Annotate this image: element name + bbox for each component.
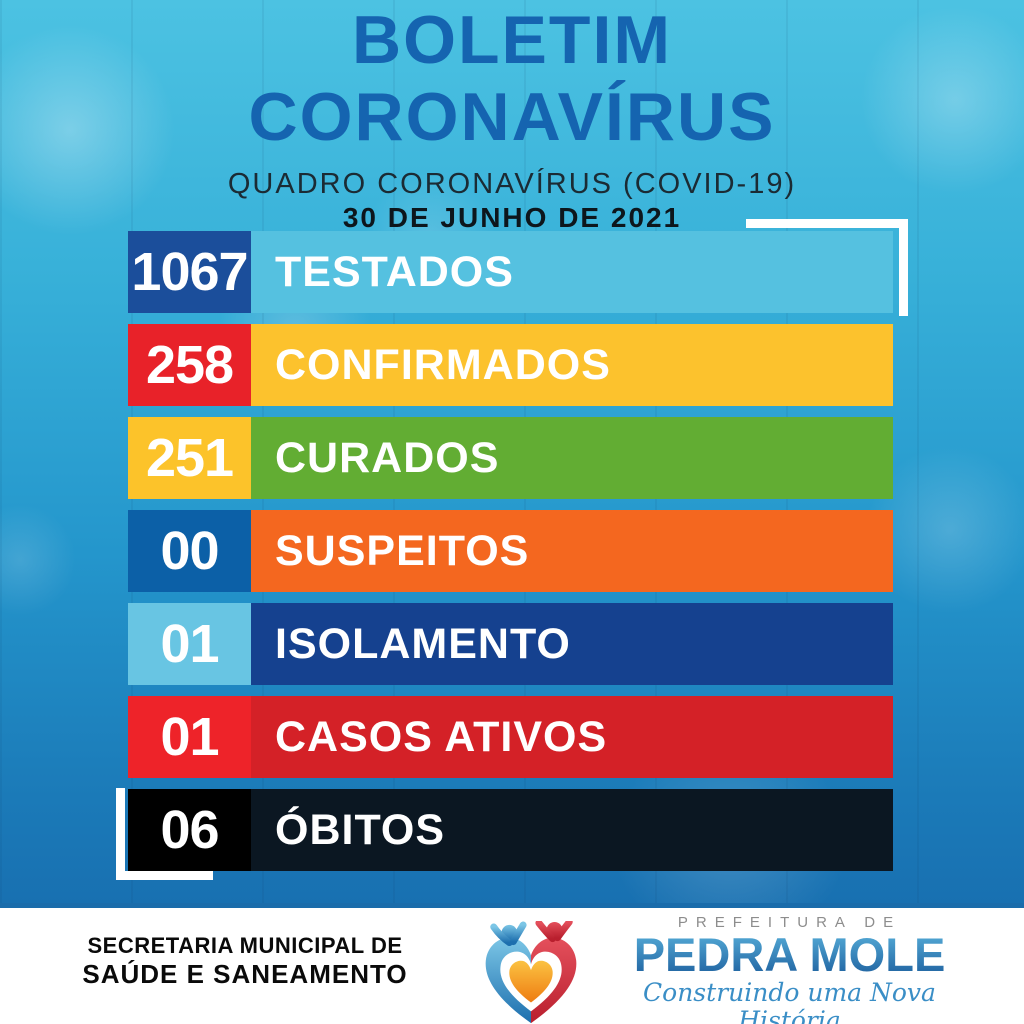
stat-row-suspeitos: 00 SUSPEITOS — [128, 510, 893, 592]
stat-bar-label: ISOLAMENTO — [251, 603, 893, 685]
stat-bar-label: SUSPEITOS — [251, 510, 893, 592]
logo-tagline: Construindo uma Nova História — [643, 978, 936, 1024]
title-line-2: CORONAVÍRUS — [248, 79, 776, 155]
stat-row-isolamento: 01 ISOLAMENTO — [128, 603, 893, 685]
footer: SECRETARIA MUNICIPAL DE SAÚDE E SANEAMEN… — [0, 903, 1024, 1024]
stat-row-curados: 251 CURADOS — [128, 417, 893, 499]
stat-bar-label: CURADOS — [251, 417, 893, 499]
subtitle: QUADRO CORONAVÍRUS (COVID-19) — [227, 168, 797, 200]
stat-value-chip: 1067 — [128, 231, 251, 313]
secretariat-line-2: SAÚDE E SANEAMENTO — [82, 959, 408, 989]
secretariat-line-1: SECRETARIA MUNICIPAL DE — [87, 933, 403, 958]
stat-value-chip: 06 — [128, 789, 251, 871]
prefeitura-logo: PREFEITURA DE PEDRA MOLE Construindo uma… — [472, 914, 987, 1024]
stat-bar-label: CONFIRMADOS — [251, 324, 893, 406]
logo-prefeitura-de: PREFEITURA DE — [677, 914, 902, 931]
stat-value-chip: 01 — [128, 603, 251, 685]
stat-row-confirmados: 258 CONFIRMADOS — [128, 324, 893, 406]
stat-value-chip: 00 — [128, 510, 251, 592]
stat-bar-label: CASOS ATIVOS — [251, 696, 893, 778]
logo-text-block: PREFEITURA DE PEDRA MOLE Construindo uma… — [592, 914, 987, 1024]
stat-bar-label: ÓBITOS — [251, 789, 893, 871]
secretariat-block: SECRETARIA MUNICIPAL DE SAÚDE E SANEAMEN… — [30, 933, 460, 989]
header: BOLETIM CORONAVÍRUS QUADRO CORONAVÍRUS (… — [0, 2, 1024, 233]
stat-row-obitos: 06 ÓBITOS — [128, 789, 893, 871]
corner-bracket-bottom-left — [116, 788, 213, 880]
report-date: 30 DE JUNHO DE 2021 — [342, 202, 682, 233]
stat-value-chip: 251 — [128, 417, 251, 499]
heart-people-logo-icon — [485, 920, 577, 1023]
corner-bracket-top-right — [746, 219, 908, 316]
stat-value-chip: 01 — [128, 696, 251, 778]
stat-row-testados: 1067 TESTADOS — [128, 231, 893, 313]
stat-row-casos-ativos: 01 CASOS ATIVOS — [128, 696, 893, 778]
logo-city-name: PEDRA MOLE — [592, 931, 987, 978]
stat-value-chip: 258 — [128, 324, 251, 406]
stats-bar-list: 1067 TESTADOS 258 CONFIRMADOS 251 CURADO… — [128, 231, 893, 882]
stat-bar-label: TESTADOS — [251, 231, 893, 313]
title-line-1: BOLETIM — [352, 2, 672, 78]
